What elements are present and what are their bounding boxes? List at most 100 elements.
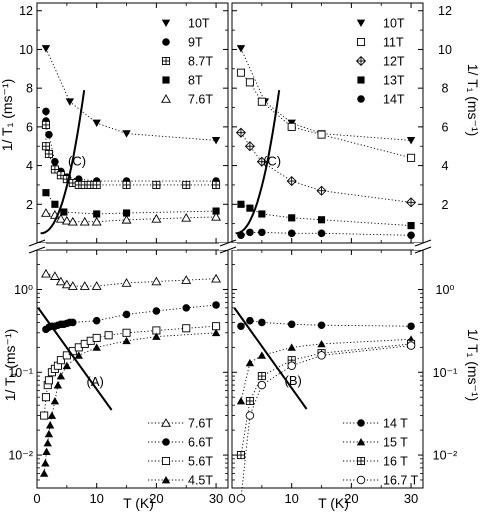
data-point — [182, 304, 190, 312]
y-tick-label: 12 — [438, 4, 452, 18]
y-tick-label: 6 — [442, 120, 449, 134]
annotation-label: (C) — [263, 154, 281, 169]
x-tick-label: 10 — [284, 491, 298, 506]
series-group — [39, 268, 222, 477]
legend-label: 9T — [188, 36, 203, 50]
x-tick-label: 0 — [228, 491, 235, 506]
data-point — [122, 180, 131, 189]
series-line — [240, 320, 412, 327]
legend: 10T 9T 8.7T 8T 7.6T — [161, 17, 213, 107]
legend-label: 4.5T — [188, 474, 213, 488]
legend-label: 16 T — [383, 455, 408, 469]
legend-marker — [162, 38, 170, 46]
annotation: (C) — [235, 89, 281, 235]
series-14T — [237, 228, 415, 240]
data-point — [41, 142, 50, 151]
data-point — [235, 127, 246, 138]
data-point — [41, 459, 50, 467]
legend-label: 14T — [383, 93, 405, 107]
data-point — [236, 396, 246, 405]
legend-marker — [356, 438, 366, 446]
data-point — [151, 213, 162, 223]
data-point — [211, 273, 222, 283]
legend-marker — [356, 37, 366, 47]
data-point — [258, 318, 266, 327]
data-point — [236, 68, 245, 77]
break-left-slash-bottom — [28, 246, 46, 254]
legend-item: 13T — [357, 74, 405, 88]
legend-label: 7.6T — [188, 93, 213, 107]
legend-label: 13T — [383, 74, 405, 88]
data-point — [53, 381, 63, 389]
data-point — [55, 213, 66, 223]
data-point — [257, 97, 266, 106]
legend-item: 6.6T — [148, 436, 213, 450]
data-point — [42, 107, 50, 116]
data-point — [41, 45, 51, 53]
data-point — [237, 322, 245, 331]
y-tick-label: 10⁻² — [433, 449, 458, 463]
break-right-slash-bottom — [414, 246, 432, 254]
y-tick-label: 12 — [19, 4, 33, 18]
data-point — [39, 469, 49, 477]
y-axis-label: 1/ T₁ (ms⁻¹) — [465, 64, 481, 137]
legend-marker — [162, 438, 170, 446]
data-point — [211, 137, 221, 145]
legend-item: 14T — [357, 93, 405, 107]
data-point — [151, 276, 162, 286]
data-point — [287, 361, 296, 370]
annotation-label: (B) — [285, 373, 302, 388]
data-point — [246, 316, 254, 325]
plot-frame — [36, 249, 229, 489]
panel-top-right: 2 4 6 8 10 12 1/ T₁ (ms⁻¹) 10T 11T 12T 13T 14T (C) — [231, 2, 481, 244]
x-tick-label: 20 — [149, 491, 163, 506]
series-line — [240, 231, 412, 236]
legend-label: 7.6T — [188, 417, 213, 431]
legend-marker — [356, 456, 366, 466]
y-axis-label: 1/ T₁ (ms⁻¹) — [465, 329, 481, 402]
break-middle-slash-bottom — [219, 246, 237, 254]
data-point — [40, 208, 51, 217]
data-point — [91, 216, 102, 226]
data-point — [50, 396, 60, 405]
data-point — [40, 411, 49, 420]
legend-label: 6.6T — [188, 436, 213, 450]
data-point — [244, 141, 255, 152]
data-point — [211, 328, 221, 337]
data-point — [212, 322, 221, 331]
y-tick-label: 10 — [438, 43, 452, 57]
data-point — [74, 351, 83, 359]
data-point — [245, 358, 255, 367]
series-7-6T — [40, 268, 222, 290]
legend-item: 12T — [355, 55, 405, 69]
x-axis-label: T (K) — [318, 495, 349, 511]
series-line — [240, 338, 412, 402]
legend-label: 15 T — [383, 436, 408, 450]
data-point — [41, 120, 50, 129]
annotation-label: (C) — [68, 154, 86, 169]
break-middle-slash-top — [219, 239, 237, 247]
series-4-5T — [39, 328, 221, 477]
legend-item: 5.6T — [148, 455, 213, 469]
legend-label: 10T — [383, 17, 405, 31]
data-point — [92, 316, 101, 325]
data-point — [56, 356, 65, 365]
data-point — [286, 176, 297, 187]
data-point — [152, 180, 161, 189]
legend-item: 7.6T — [148, 417, 213, 431]
y-tick-label: 4 — [26, 159, 33, 173]
data-point — [42, 189, 50, 197]
y-tick-label: 2 — [26, 198, 33, 212]
legend-marker — [357, 95, 365, 103]
legend-marker — [357, 419, 365, 427]
legend-label: 12T — [383, 55, 405, 69]
plot-frame — [231, 2, 424, 244]
data-point — [51, 157, 59, 166]
data-point — [236, 494, 246, 503]
data-point — [61, 279, 72, 289]
annotation-curve — [235, 89, 281, 235]
annotation-curve — [40, 89, 86, 235]
legend-marker — [161, 456, 171, 466]
data-point — [69, 318, 77, 327]
